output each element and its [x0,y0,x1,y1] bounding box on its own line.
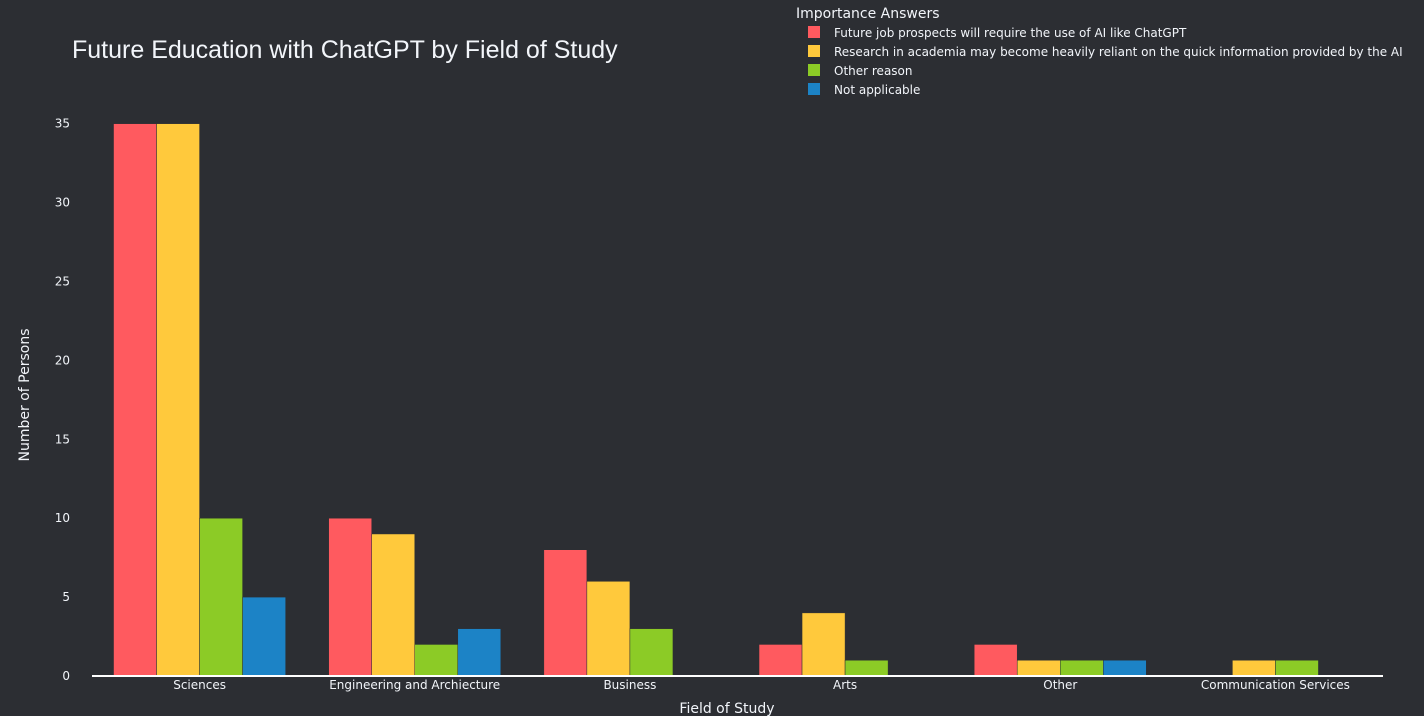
x-tick-label: Other [1043,678,1077,692]
bars-layer [113,123,1319,677]
bar-arts-series-1 [801,612,846,677]
y-tick-label: 25 [55,275,70,289]
x-tick-label: Sciences [173,678,226,692]
bar-communication-services-series-1 [1232,659,1276,677]
bar-sciences-series-2 [199,517,243,677]
legend-items: Future job prospects will require the us… [808,26,1403,97]
legend: Importance Answers Future job prospects … [796,6,1403,97]
bar-other-series-1 [1016,659,1061,677]
bar-other-series-2 [1060,659,1104,677]
x-axis-title: Field of Study [679,701,774,716]
legend-swatch [808,45,820,57]
y-tick-label: 5 [62,590,70,604]
bar-business-series-0 [543,549,588,677]
bar-business-series-2 [629,628,674,677]
x-ticks: Sciences Engineering and Archiecture Busin… [173,678,1350,692]
x-tick-label: Arts [833,678,857,692]
y-axis-title: Number of Persons [17,329,33,462]
legend-title: Importance Answers [796,6,940,22]
y-tick-label: 15 [55,432,70,446]
y-tick-label: 10 [55,511,70,525]
y-tick-label: 0 [62,669,70,683]
bar-other-series-0 [973,644,1018,677]
bar-communication-services-series-2 [1275,659,1319,677]
bar-sciences-series-0 [113,123,157,677]
y-tick-label: 35 [55,117,70,131]
legend-label: Future job prospects will require the us… [834,26,1187,40]
legend-swatch [808,64,820,76]
y-tick-label: 30 [55,196,70,210]
bar-sciences-series-3 [242,596,286,677]
chart-title: Future Education with ChatGPT by Field o… [72,36,618,64]
legend-label: Other reason [834,64,913,78]
legend-label: Not applicable [834,83,920,97]
x-tick-label: Communication Services [1201,678,1350,692]
bar-engineering-and-archiecture-series-0 [328,517,372,677]
bar-other-series-3 [1103,659,1147,677]
bar-sciences-series-1 [156,123,200,677]
legend-swatch [808,26,820,38]
y-tick-label: 20 [55,353,70,367]
x-tick-label: Engineering and Archiecture [329,678,500,692]
bar-arts-series-0 [758,644,803,677]
legend-label: Research in academia may become heavily … [834,45,1403,59]
legend-swatch [808,83,820,95]
bar-arts-series-2 [844,659,889,677]
bar-business-series-1 [586,581,631,677]
y-ticks: 0 5 10 15 20 25 30 35 [55,117,70,683]
bar-engineering-and-archiecture-series-2 [414,644,459,677]
x-tick-label: Business [603,678,656,692]
bar-engineering-and-archiecture-series-1 [371,533,415,677]
bar-engineering-and-archiecture-series-3 [457,628,502,677]
